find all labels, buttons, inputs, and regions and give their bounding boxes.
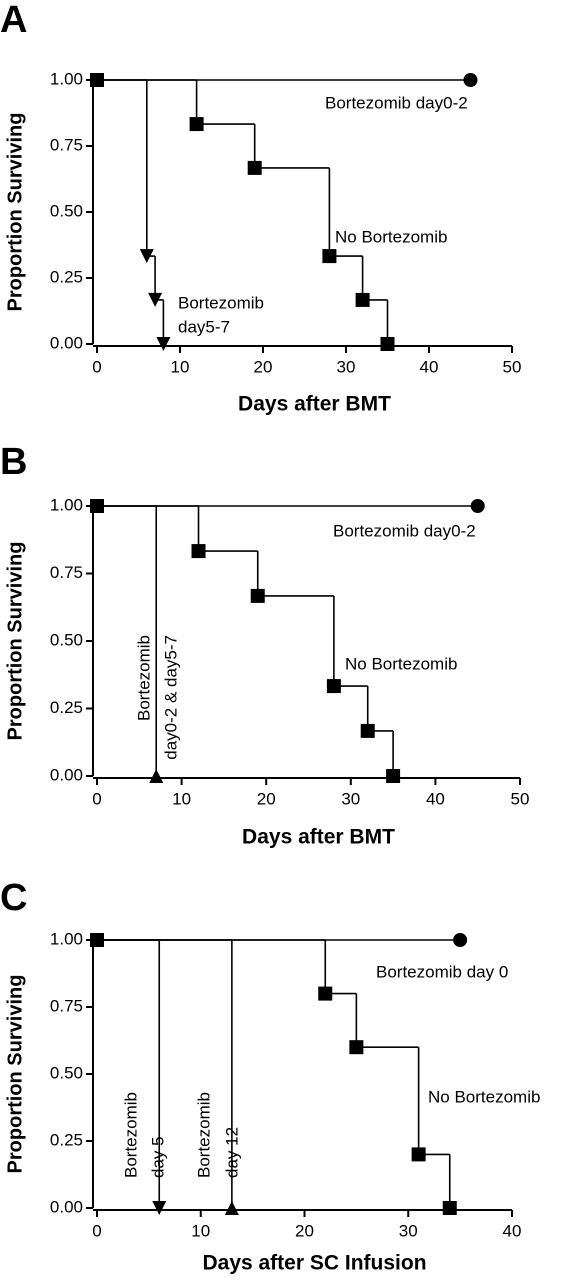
marker bbox=[90, 933, 104, 947]
marker bbox=[318, 986, 333, 1001]
marker bbox=[453, 933, 468, 947]
x-axis-title: Days after BMT bbox=[238, 393, 391, 416]
x-axis-title: Days after SC Infusion bbox=[202, 1252, 426, 1275]
marker bbox=[463, 73, 478, 87]
panel-label: B bbox=[0, 441, 27, 483]
marker bbox=[470, 499, 485, 513]
marker bbox=[411, 1147, 426, 1162]
x-tick-label: 50 bbox=[503, 357, 522, 376]
marker bbox=[149, 769, 164, 783]
series-label: Bortezomib day 0 bbox=[376, 962, 508, 981]
marker bbox=[156, 337, 171, 351]
series-label: day5-7 bbox=[178, 317, 230, 336]
y-tick-label: 0.00 bbox=[50, 333, 83, 352]
y-tick-label: 0.50 bbox=[50, 1063, 83, 1082]
marker bbox=[90, 73, 104, 87]
series-label: No Bortezomib bbox=[345, 654, 457, 673]
y-tick-label: 1.00 bbox=[50, 929, 83, 948]
marker bbox=[355, 292, 370, 307]
series-label: Bortezomib bbox=[178, 293, 264, 312]
marker bbox=[191, 544, 206, 559]
x-tick-label: 20 bbox=[254, 357, 273, 376]
x-tick-label: 0 bbox=[92, 357, 101, 376]
y-axis-title: Proportion Surviving bbox=[4, 542, 26, 741]
marker bbox=[247, 160, 262, 175]
y-tick-label: 0.25 bbox=[50, 698, 83, 717]
marker bbox=[386, 769, 401, 783]
marker bbox=[380, 337, 395, 351]
y-tick-label: 0.75 bbox=[50, 996, 83, 1015]
x-tick-label: 40 bbox=[426, 789, 445, 808]
series-label: day 12 bbox=[222, 1127, 241, 1178]
x-tick-label: 30 bbox=[337, 357, 356, 376]
marker bbox=[360, 723, 375, 738]
marker bbox=[139, 249, 154, 264]
series-label: day 5 bbox=[148, 1136, 167, 1178]
y-tick-label: 0.25 bbox=[50, 267, 83, 286]
x-tick-label: 20 bbox=[257, 789, 276, 808]
y-tick-label: 0.50 bbox=[50, 201, 83, 220]
x-tick-label: 10 bbox=[191, 1221, 210, 1240]
x-tick-label: 50 bbox=[511, 789, 530, 808]
y-axis-title: Proportion Surviving bbox=[4, 975, 26, 1174]
y-tick-label: 0.00 bbox=[50, 1197, 83, 1216]
marker bbox=[250, 588, 265, 603]
y-axis-title: Proportion Surviving bbox=[4, 113, 26, 312]
panel-label: C bbox=[0, 877, 27, 919]
series-label: Bortezomib bbox=[194, 1092, 213, 1178]
x-tick-label: 40 bbox=[503, 1221, 522, 1240]
panel-label: A bbox=[0, 0, 27, 41]
marker bbox=[224, 1201, 239, 1215]
x-tick-label: 10 bbox=[172, 789, 191, 808]
y-tick-label: 1.00 bbox=[50, 69, 83, 88]
series-label: Bortezomib day0-2 bbox=[325, 93, 468, 112]
marker bbox=[152, 1201, 167, 1215]
x-tick-label: 40 bbox=[420, 357, 439, 376]
y-tick-label: 0.75 bbox=[50, 563, 83, 582]
x-tick-label: 0 bbox=[92, 1221, 101, 1240]
x-tick-label: 20 bbox=[295, 1221, 314, 1240]
x-tick-label: 30 bbox=[399, 1221, 418, 1240]
y-tick-label: 0.00 bbox=[50, 765, 83, 784]
series-label: Bortezomib day0-2 bbox=[333, 521, 476, 540]
series-label: Bortezomib bbox=[121, 1092, 140, 1178]
series-label: day0-2 & day5-7 bbox=[161, 635, 180, 760]
x-tick-label: 0 bbox=[92, 789, 101, 808]
y-tick-label: 0.75 bbox=[50, 135, 83, 154]
y-tick-label: 0.25 bbox=[50, 1130, 83, 1149]
x-axis-title: Days after BMT bbox=[242, 826, 395, 849]
series-label: No Bortezomib bbox=[335, 227, 447, 246]
marker bbox=[442, 1201, 457, 1215]
marker bbox=[349, 1040, 364, 1055]
series-label: Bortezomib bbox=[134, 635, 153, 721]
x-tick-label: 10 bbox=[171, 357, 190, 376]
marker bbox=[90, 499, 104, 513]
y-tick-label: 1.00 bbox=[50, 495, 83, 514]
series-label: No Bortezomib bbox=[428, 1087, 540, 1106]
x-tick-label: 30 bbox=[341, 789, 360, 808]
marker bbox=[326, 679, 341, 694]
marker bbox=[322, 249, 337, 264]
marker bbox=[148, 292, 163, 307]
y-tick-label: 0.50 bbox=[50, 630, 83, 649]
marker bbox=[189, 117, 204, 132]
